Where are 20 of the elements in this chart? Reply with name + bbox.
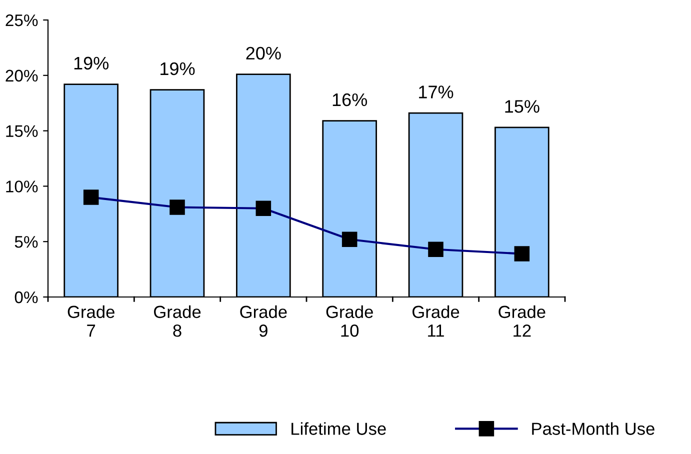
data-label: 20% — [246, 46, 281, 60]
y-tick-label: 5% — [14, 236, 38, 248]
y-tick-label: 25% — [6, 14, 38, 26]
x-tick-label: Grade 7 — [68, 305, 114, 337]
x-tick-label: Grade 12 — [498, 305, 546, 337]
x-tick-label: Grade 9 — [240, 305, 287, 337]
data-label: 15% — [505, 100, 540, 113]
data-label: 19% — [160, 62, 195, 76]
y-tick-label: 10% — [6, 180, 38, 192]
data-label: 19% — [74, 56, 109, 70]
data-label: 17% — [419, 86, 454, 98]
y-tick-label: 0% — [14, 291, 38, 304]
legend-label: Lifetime Use — [292, 422, 386, 435]
x-tick-label: Grade 8 — [154, 305, 201, 337]
y-tick-label: 15% — [6, 125, 38, 138]
y-tick-label: 20% — [6, 70, 38, 82]
x-tick-label: Grade 11 — [412, 305, 460, 337]
data-label: 16% — [332, 93, 368, 106]
x-tick-label: Grade 10 — [326, 305, 373, 337]
legend-label: Past-Month Use — [532, 422, 654, 435]
